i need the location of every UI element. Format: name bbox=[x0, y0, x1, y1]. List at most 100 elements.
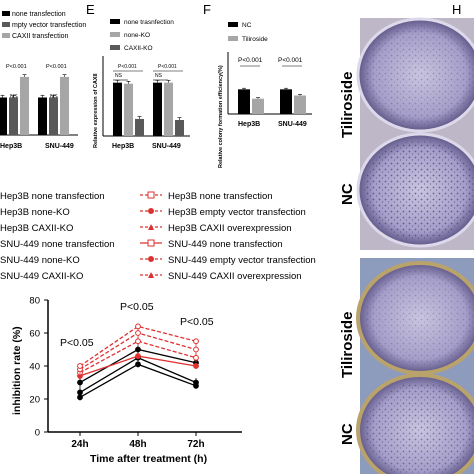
x-tick-label: Hep3B bbox=[112, 143, 134, 150]
sig-label: P<0.001 bbox=[158, 64, 177, 70]
series-line bbox=[79, 325, 197, 367]
bar bbox=[294, 95, 306, 114]
bar bbox=[175, 120, 184, 136]
bar bbox=[153, 82, 162, 136]
sig-label: NS bbox=[10, 94, 18, 100]
colony-dots bbox=[364, 25, 474, 125]
panel-e-bars bbox=[113, 79, 184, 136]
sig-label: NS bbox=[155, 73, 163, 79]
y-axis-label: inhibition rate (%) bbox=[11, 326, 23, 415]
x-ticks: 24h 48h 72h bbox=[71, 432, 205, 450]
legend-label: SNU-449 none-KO bbox=[0, 255, 80, 266]
p-value-annotation: P<0.05 bbox=[180, 316, 214, 328]
panel-letter: E bbox=[86, 2, 95, 17]
legend-label: none-KO bbox=[124, 32, 150, 39]
plate-label: NC bbox=[339, 423, 356, 445]
legend-marker bbox=[148, 272, 154, 278]
panel-g-legend-left: Hep3B none transfection Hep3B none-KO He… bbox=[0, 191, 115, 282]
y-tick-label: 40 bbox=[29, 362, 40, 373]
plate-label: NC bbox=[339, 183, 356, 205]
legend-marker bbox=[148, 224, 154, 230]
bar bbox=[252, 98, 264, 114]
panel-h: H Tiliroside NC Tiliroside NC bbox=[339, 2, 474, 474]
data-point bbox=[135, 323, 141, 330]
legend-swatch bbox=[2, 11, 10, 16]
panel-f-bars bbox=[238, 87, 306, 114]
legend-label: Hep3B none transfection bbox=[0, 191, 105, 202]
panel-letter: H bbox=[452, 2, 461, 17]
data-point bbox=[193, 338, 199, 345]
x-tick-label: SNU-449 bbox=[152, 143, 181, 150]
legend-label: Hep3B CAXII overexpression bbox=[168, 223, 292, 234]
data-point bbox=[193, 379, 199, 386]
panel-g: Hep3B none transfection Hep3B none-KO He… bbox=[0, 191, 316, 465]
legend-label: none trasnfection bbox=[124, 19, 174, 26]
panel-g-legend-right: Hep3B none transfection Hep3B empty vect… bbox=[140, 191, 316, 282]
data-point bbox=[77, 389, 83, 396]
x-tick-label: Hep3B bbox=[238, 121, 260, 128]
colony-dots bbox=[364, 140, 474, 240]
x-tick-label: SNU-449 bbox=[278, 121, 307, 128]
legend-label: Hep3B none-KO bbox=[0, 207, 70, 218]
x-tick-label: 48h bbox=[129, 439, 146, 450]
sig-label: P<0.001 bbox=[238, 57, 263, 64]
panel-f-legend: NC Tiliroside bbox=[228, 22, 268, 43]
legend-marker bbox=[148, 208, 154, 214]
data-point bbox=[135, 361, 141, 368]
legend-label: SNU-449 none transfection bbox=[168, 239, 283, 250]
legend-label: Hep3B none transfection bbox=[168, 191, 273, 202]
data-point bbox=[193, 363, 199, 369]
y-tick-label: 60 bbox=[29, 329, 40, 340]
y-ticks: 0 20 40 60 80 bbox=[29, 296, 48, 439]
panel-d-bars bbox=[0, 74, 69, 135]
legend-swatch bbox=[228, 36, 238, 41]
data-point bbox=[135, 330, 141, 336]
panel-f: F Relative colony formation efficiency(%… bbox=[203, 2, 312, 168]
colony-dots bbox=[365, 270, 474, 366]
y-axis-label: Relative colony formation efficiency(%) bbox=[218, 65, 224, 168]
bar bbox=[60, 76, 69, 135]
bar bbox=[20, 76, 29, 135]
panel-d-partial: none transfection mpty vector transfecti… bbox=[0, 11, 86, 150]
legend-swatch bbox=[110, 19, 120, 24]
sig-label: P<0.001 bbox=[278, 57, 303, 64]
sig-label: NS bbox=[115, 73, 123, 79]
bar bbox=[135, 118, 144, 136]
x-tick-label: 24h bbox=[71, 439, 88, 450]
line-series bbox=[77, 323, 199, 401]
bar bbox=[9, 97, 18, 135]
colony-dots bbox=[365, 382, 474, 474]
p-value-annotation: P<0.05 bbox=[120, 301, 154, 313]
y-axis-label: Relative expression of CAXII bbox=[93, 73, 99, 148]
legend-swatch bbox=[228, 22, 238, 27]
data-point bbox=[77, 379, 83, 386]
legend-label: Hep3B CAXII-KO bbox=[0, 223, 73, 234]
data-point bbox=[135, 346, 141, 353]
bar bbox=[113, 82, 122, 136]
panel-e-legend: none trasnfection none-KO CAXII-KO bbox=[110, 19, 174, 52]
bar bbox=[38, 97, 47, 135]
data-point bbox=[135, 338, 141, 345]
legend-label: SNU-449 CAXII overexpression bbox=[168, 271, 302, 282]
legend-swatch bbox=[110, 32, 120, 37]
bar bbox=[238, 89, 250, 114]
panel-d-legend: none transfection mpty vector transfecti… bbox=[2, 11, 86, 40]
legend-label: SNU-449 CAXII-KO bbox=[0, 271, 83, 282]
plate-label: Tiliroside bbox=[339, 312, 356, 378]
legend-label: NC bbox=[242, 22, 252, 29]
x-tick-label: Hep3B bbox=[0, 143, 22, 150]
legend-swatch bbox=[110, 45, 120, 50]
y-tick-label: 0 bbox=[35, 428, 40, 439]
bar bbox=[164, 82, 173, 136]
legend-marker bbox=[147, 191, 155, 199]
x-tick-label: SNU-449 bbox=[45, 143, 74, 150]
panel-e: E Relative expression of CAXII none tras… bbox=[86, 2, 190, 150]
sig-label: P<0.001 bbox=[118, 64, 137, 70]
data-point bbox=[193, 346, 199, 353]
legend-marker bbox=[147, 239, 155, 247]
panel-letter: F bbox=[203, 2, 211, 17]
sig-label: P<0.001 bbox=[46, 64, 67, 70]
legend-swatch bbox=[2, 33, 10, 38]
legend-label: CAXII-KO bbox=[124, 45, 153, 52]
